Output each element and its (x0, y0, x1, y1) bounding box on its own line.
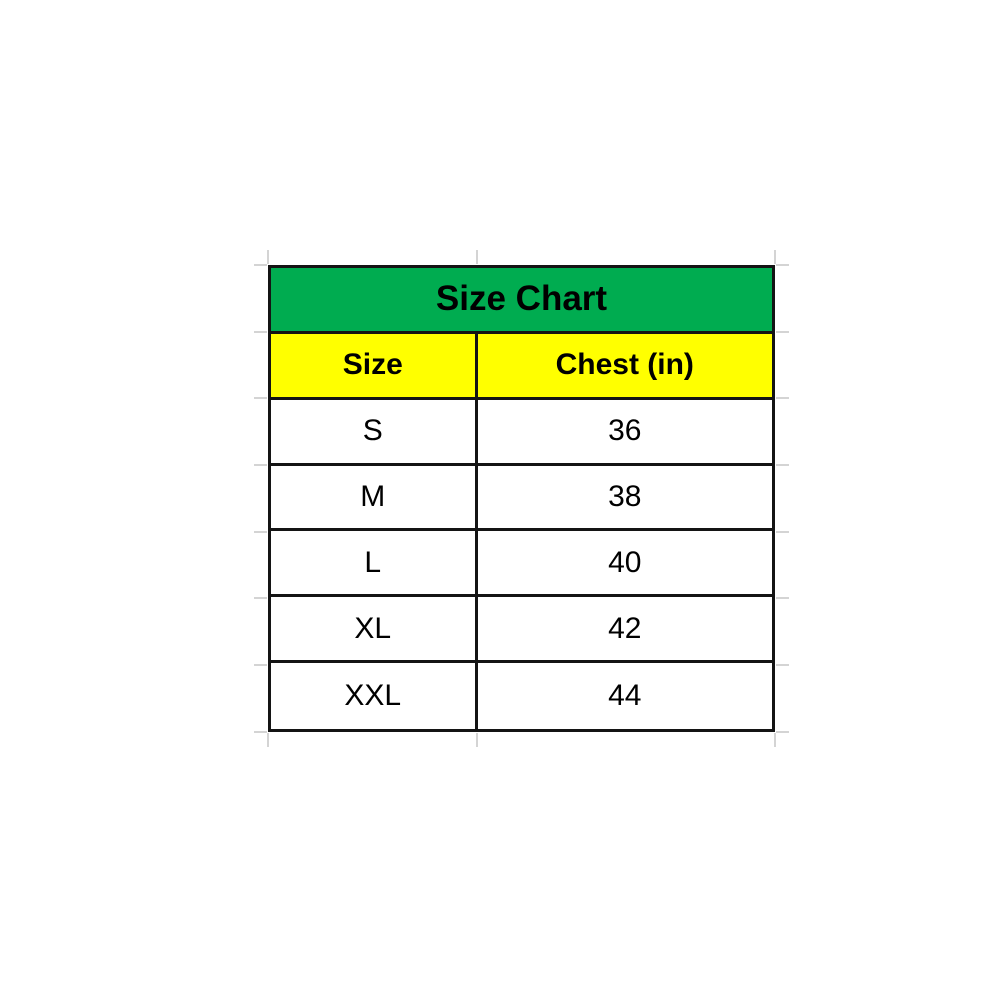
cell-chest: 42 (477, 597, 772, 664)
gridline-tick (254, 264, 267, 266)
cell-size: S (271, 399, 478, 466)
gridline-tick (476, 733, 478, 747)
gridline-tick (776, 464, 789, 466)
gridline-tick (267, 250, 269, 264)
gridline-tick (776, 597, 789, 599)
cell-size: XL (271, 597, 478, 664)
gridline-tick (254, 331, 267, 333)
table-row: M 38 (271, 465, 772, 532)
gridline-tick (776, 531, 789, 533)
gridline-tick (476, 250, 478, 264)
gridline-tick (776, 731, 789, 733)
cell-size: M (271, 465, 478, 532)
column-header-size: Size (271, 333, 478, 400)
cell-size: XXL (271, 663, 478, 729)
gridline-tick (254, 664, 267, 666)
cell-chest: 36 (477, 399, 772, 466)
table-title: Size Chart (271, 268, 772, 334)
table-row: XXL 44 (271, 663, 772, 729)
gridline-tick (254, 597, 267, 599)
header-row: Size Chest (in) (271, 333, 772, 400)
gridline-tick (774, 733, 776, 747)
gridline-tick (267, 733, 269, 747)
gridline-tick (254, 531, 267, 533)
cell-chest: 38 (477, 465, 772, 532)
table-title-text: Size Chart (435, 279, 608, 319)
gridline-tick (254, 731, 267, 733)
table-row: S 36 (271, 399, 772, 466)
gridline-tick (776, 264, 789, 266)
gridline-tick (774, 250, 776, 264)
size-chart-table: Size Chart Size Chest (in) S 36 M 38 L 4… (268, 265, 775, 732)
gridline-tick (776, 331, 789, 333)
gridline-tick (254, 397, 267, 399)
column-header-chest: Chest (in) (477, 333, 772, 400)
cell-chest: 44 (477, 663, 772, 729)
table-row: L 40 (271, 531, 772, 598)
gridline-tick (254, 464, 267, 466)
table-row: XL 42 (271, 597, 772, 664)
cell-size: L (271, 531, 478, 598)
gridline-tick (776, 664, 789, 666)
cell-chest: 40 (477, 531, 772, 598)
gridline-tick (776, 397, 789, 399)
